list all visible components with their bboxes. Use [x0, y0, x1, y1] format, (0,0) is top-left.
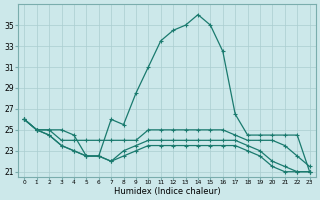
X-axis label: Humidex (Indice chaleur): Humidex (Indice chaleur) — [114, 187, 220, 196]
